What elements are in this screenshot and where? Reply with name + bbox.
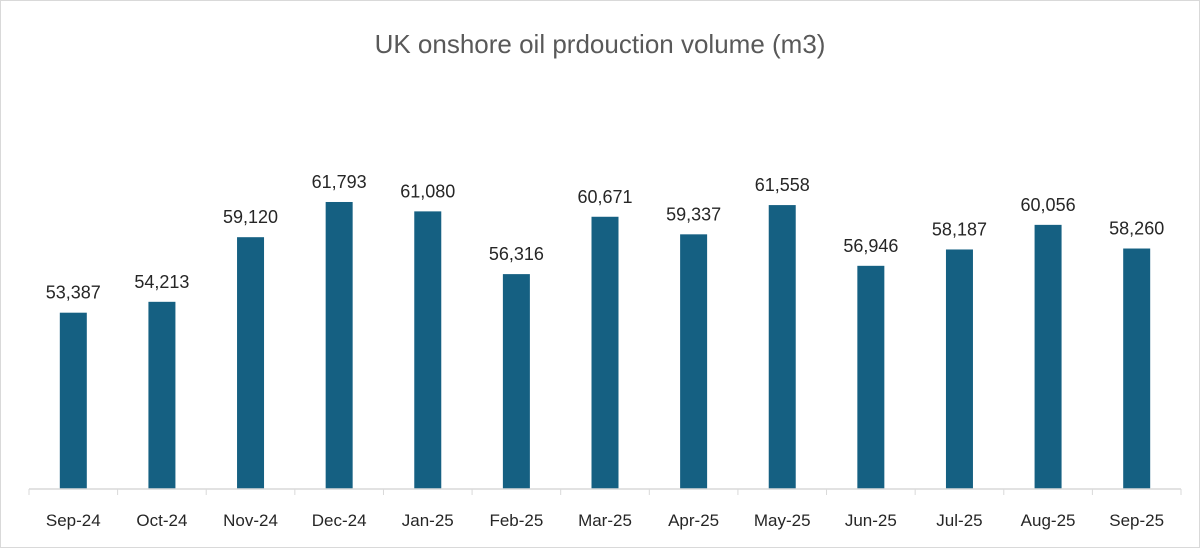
- bar-nov-24: [237, 237, 265, 489]
- bar-sep-24: [59, 312, 87, 489]
- bar-mar-25: [591, 216, 619, 489]
- x-tick-label-nov-24: Nov-24: [223, 511, 278, 530]
- bars-group: [59, 201, 1151, 489]
- x-tick-label-jan-25: Jan-25: [402, 511, 454, 530]
- bar-sep-25: [1123, 248, 1151, 489]
- bar-jan-25: [414, 211, 442, 489]
- bar-jun-25: [857, 265, 885, 489]
- x-tick-label-jul-25: Jul-25: [936, 511, 982, 530]
- bar-may-25: [768, 205, 796, 489]
- x-tick-label-mar-25: Mar-25: [578, 511, 632, 530]
- chart-title: UK onshore oil prdouction volume (m3): [375, 29, 826, 59]
- x-tick-label-oct-24: Oct-24: [136, 511, 187, 530]
- bar-apr-25: [680, 234, 708, 489]
- x-tick-label-apr-25: Apr-25: [668, 511, 719, 530]
- data-label-apr-25: 59,337: [666, 204, 721, 224]
- data-label-jul-25: 58,187: [932, 219, 987, 239]
- data-label-nov-24: 59,120: [223, 207, 278, 227]
- x-tick-label-jun-25: Jun-25: [845, 511, 897, 530]
- data-label-dec-24: 61,793: [312, 172, 367, 192]
- data-label-sep-24: 53,387: [46, 283, 101, 303]
- x-tick-label-sep-24: Sep-24: [46, 511, 101, 530]
- data-label-oct-24: 54,213: [134, 272, 189, 292]
- bar-dec-24: [325, 201, 353, 489]
- bar-aug-25: [1034, 224, 1062, 489]
- x-axis-ticks-group: Sep-24 Oct-24 Nov-24 Dec-24 Jan-25 Feb-25 Mar-…: [28, 489, 1182, 530]
- bar-feb-25: [502, 274, 530, 489]
- bar-oct-24: [148, 301, 176, 489]
- data-labels-group: 53,387 54,213 59,120 61,793 61,080 56,316 60,6…: [46, 172, 1164, 303]
- data-label-jun-25: 56,946: [843, 236, 898, 256]
- bar-jul-25: [945, 249, 973, 489]
- data-label-aug-25: 60,056: [1021, 195, 1076, 215]
- data-label-sep-25: 58,260: [1109, 219, 1164, 239]
- data-label-mar-25: 60,671: [577, 187, 632, 207]
- x-tick-label-sep-25: Sep-25: [1109, 511, 1164, 530]
- data-label-may-25: 61,558: [755, 175, 810, 195]
- data-label-jan-25: 61,080: [400, 181, 455, 201]
- x-tick-label-aug-25: Aug-25: [1021, 511, 1076, 530]
- x-tick-label-feb-25: Feb-25: [489, 511, 543, 530]
- data-label-feb-25: 56,316: [489, 244, 544, 264]
- x-tick-label-dec-24: Dec-24: [312, 511, 367, 530]
- x-tick-label-may-25: May-25: [754, 511, 811, 530]
